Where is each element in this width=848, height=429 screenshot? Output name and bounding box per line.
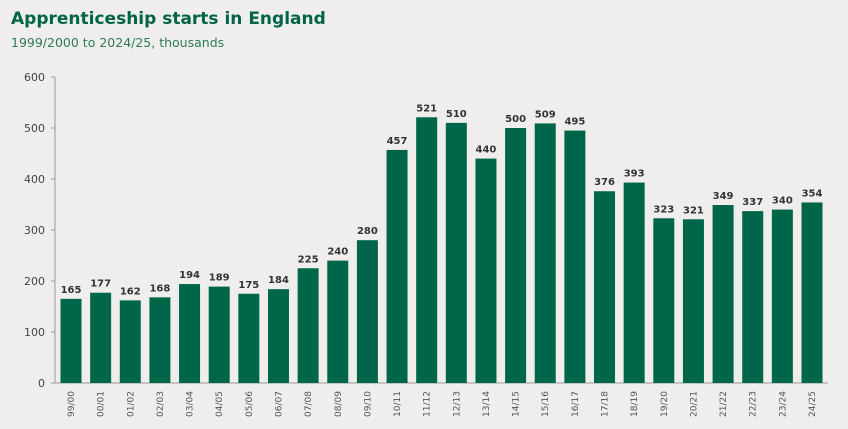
data-label: 509	[535, 109, 556, 120]
bar-99-00	[60, 298, 82, 383]
bar-16-17	[564, 130, 586, 383]
x-tick-label: 07/08	[304, 391, 314, 417]
data-label: 168	[149, 283, 170, 294]
bar-23-24	[771, 209, 793, 383]
y-tick-label: 100	[24, 326, 45, 339]
data-label: 225	[298, 254, 319, 265]
data-label: 175	[238, 280, 259, 291]
bar-02-03	[149, 297, 171, 383]
x-tick-label: 24/25	[808, 391, 818, 417]
x-tick-label: 99/00	[67, 391, 77, 417]
data-label: 393	[624, 169, 645, 180]
bar-05-06	[238, 293, 260, 383]
bar-09-10	[356, 240, 378, 383]
x-tick-label: 06/07	[274, 391, 284, 417]
x-tick-label: 00/01	[97, 391, 107, 417]
data-label: 177	[90, 279, 111, 290]
data-label: 376	[594, 177, 615, 188]
x-tick-label: 04/05	[215, 391, 225, 417]
bar-08-09	[327, 260, 349, 383]
x-tick-label: 17/18	[601, 391, 611, 417]
bar-00-01	[90, 292, 112, 383]
x-tick-label: 08/09	[334, 391, 344, 417]
data-label: 189	[209, 273, 230, 284]
x-tick-label: 09/10	[363, 391, 373, 417]
bar-22-23	[742, 211, 764, 383]
x-tick-label: 13/14	[482, 391, 492, 417]
x-tick-label: 23/24	[778, 391, 788, 417]
data-label: 349	[713, 191, 734, 202]
chart-subtitle: 1999/2000 to 2024/25, thousands	[11, 35, 225, 50]
bar-19-20	[653, 218, 675, 383]
data-label: 337	[742, 197, 763, 208]
x-tick-label: 12/13	[452, 391, 462, 417]
bar-12-13	[445, 122, 467, 384]
x-tick-label: 02/03	[156, 391, 166, 417]
x-tick-label: 19/20	[660, 391, 670, 417]
data-label: 194	[179, 270, 200, 281]
x-tick-label: 11/12	[423, 391, 433, 417]
data-label: 323	[653, 204, 674, 215]
data-label: 440	[476, 145, 497, 156]
bar-14-15	[505, 128, 527, 383]
bar-20-21	[682, 219, 704, 383]
data-label: 495	[564, 117, 585, 128]
chart-title: Apprenticeship starts in England	[11, 9, 326, 29]
data-label: 184	[268, 275, 289, 286]
x-tick-label: 20/21	[689, 391, 699, 417]
bar-11-12	[416, 117, 438, 383]
data-label: 280	[357, 226, 378, 237]
y-tick-label: 600	[24, 71, 45, 84]
y-tick-label: 200	[24, 275, 45, 288]
x-tick-label: 01/02	[126, 391, 136, 417]
bar-15-16	[534, 123, 556, 383]
data-label: 510	[446, 109, 467, 120]
bar-17-18	[594, 191, 616, 383]
x-tick-label: 18/19	[630, 391, 640, 417]
data-label: 321	[683, 205, 704, 216]
bar-07-08	[297, 268, 319, 383]
x-tick-label: 22/23	[749, 391, 759, 417]
data-label: 240	[327, 247, 348, 258]
bar-24-25	[801, 202, 823, 383]
bar-01-02	[119, 300, 141, 383]
data-label: 457	[387, 136, 408, 147]
y-tick-label: 0	[38, 377, 45, 390]
bar-21-22	[712, 205, 734, 383]
bar-04-05	[208, 286, 230, 383]
data-label: 340	[772, 196, 793, 207]
data-label: 521	[416, 103, 437, 114]
data-label: 162	[120, 286, 141, 297]
x-tick-label: 05/06	[245, 391, 255, 417]
data-label: 165	[61, 285, 82, 296]
x-tick-label: 14/15	[512, 391, 522, 417]
bar-13-14	[475, 158, 497, 383]
bar-18-19	[623, 182, 645, 383]
y-tick-label: 400	[24, 173, 45, 186]
bar-03-04	[179, 284, 201, 383]
y-tick-label: 500	[24, 122, 45, 135]
x-tick-label: 15/16	[541, 391, 551, 417]
x-tick-label: 16/17	[571, 391, 581, 417]
x-tick-label: 21/22	[719, 391, 729, 417]
y-tick-label: 300	[24, 224, 45, 237]
bar-10-11	[386, 149, 408, 383]
data-label: 354	[802, 188, 823, 199]
x-tick-label: 10/11	[393, 391, 403, 417]
data-label: 500	[505, 114, 526, 125]
x-tick-label: 03/04	[186, 391, 196, 417]
bar-06-07	[267, 289, 289, 383]
